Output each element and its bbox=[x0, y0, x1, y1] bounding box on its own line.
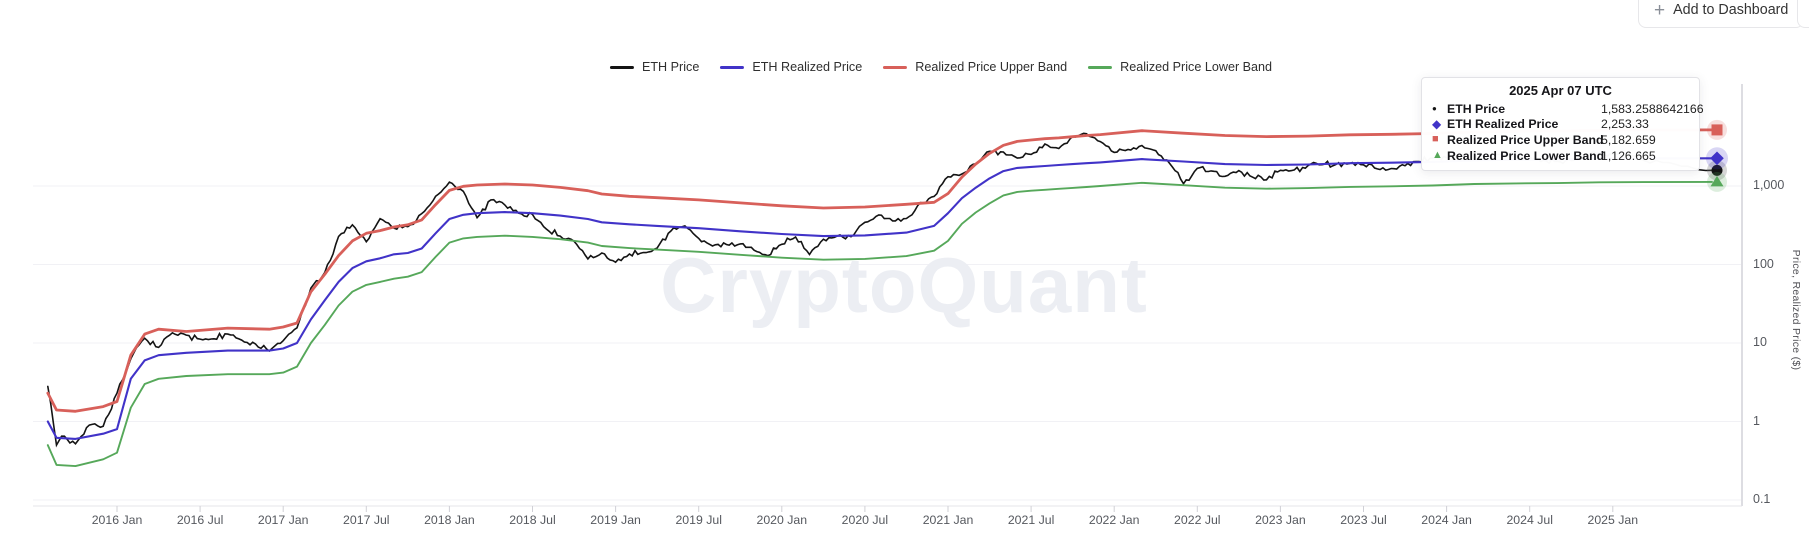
legend-line-swatch bbox=[883, 65, 908, 69]
kebab-menu-icon: ⋮ bbox=[1807, 1, 1809, 19]
tooltip-series-value: 5,182.659 bbox=[1601, 132, 1656, 147]
legend-item-eth-realized-price[interactable]: ETH Realized Price bbox=[720, 60, 862, 74]
tooltip-series-label: ETH Realized Price bbox=[1447, 117, 1559, 132]
x-tick-label: 2016 Jul bbox=[176, 513, 224, 527]
x-tick-label: 2022 Jul bbox=[1174, 513, 1221, 527]
legend-label: ETH Price bbox=[641, 60, 700, 74]
x-tick-label: 2019 Jul bbox=[675, 513, 722, 527]
tooltip-series-value: 1,583.2588642166 bbox=[1601, 101, 1704, 116]
triangle-marker-icon: ▲ bbox=[1432, 149, 1443, 162]
square-marker-icon: ■ bbox=[1432, 133, 1439, 146]
legend-line-swatch bbox=[1088, 65, 1113, 69]
y-tick-label: 1 bbox=[1753, 413, 1760, 428]
legend-item-realized-price-upper-band[interactable]: Realized Price Upper Band bbox=[883, 60, 1067, 74]
legend-item-realized-price-lower-band[interactable]: Realized Price Lower Band bbox=[1088, 60, 1272, 74]
x-tick-label: 2019 Jan bbox=[590, 513, 641, 527]
tooltip-row-realized-price-upper-band: ■ Realized Price Upper Band 5,182.659 bbox=[1432, 132, 1689, 148]
x-tick-label: 2025 Jan bbox=[1587, 513, 1639, 527]
x-tick-label: 2024 Jan bbox=[1421, 513, 1472, 527]
legend-line-swatch bbox=[609, 65, 634, 69]
diamond-marker-icon: ◆ bbox=[1432, 117, 1442, 132]
legend-label: Realized Price Upper Band bbox=[915, 60, 1068, 74]
x-tick-label: 2020 Jul bbox=[841, 513, 889, 527]
plus-icon: + bbox=[1654, 0, 1666, 21]
x-tick-label: 2016 Jan bbox=[91, 513, 143, 527]
y-tick-label: 1,000 bbox=[1753, 178, 1785, 192]
add-to-dashboard-button[interactable]: + Add to Dashboard bbox=[1638, 0, 1805, 28]
y-tick-label: 0.1 bbox=[1753, 492, 1771, 506]
x-tick-label: 2018 Jan bbox=[424, 513, 475, 527]
more-options-button[interactable]: ⋮ bbox=[1797, 0, 1809, 28]
x-tick-label: 2023 Jul bbox=[1340, 513, 1387, 527]
add-to-dashboard-label: Add to Dashboard bbox=[1673, 1, 1789, 18]
tooltip-date: 2025 Apr 07 UTC bbox=[1509, 83, 1612, 98]
circle-marker-icon: ● bbox=[1432, 103, 1437, 113]
tooltip-row-eth-price: ● ETH Price 1,583.2588642166 bbox=[1432, 101, 1704, 117]
chart-legend: ETH Price ETH Realized Price Realized Pric… bbox=[609, 60, 1272, 74]
x-tick-label: 2021 Jan bbox=[922, 513, 974, 527]
x-tick-label: 2024 Jul bbox=[1506, 513, 1553, 527]
x-tick-label: 2018 Jul bbox=[509, 513, 556, 527]
chart-tooltip: 2025 Apr 07 UTC ● ETH Price 1,583.25886421… bbox=[1421, 77, 1704, 172]
legend-line-swatch bbox=[720, 65, 745, 69]
tooltip-series-label: Realized Price Upper Band bbox=[1447, 132, 1604, 147]
tooltip-series-label: ETH Price bbox=[1447, 101, 1506, 116]
tooltip-series-value: 1,126.665 bbox=[1601, 148, 1656, 163]
tooltip-row-realized-price-lower-band: ▲ Realized Price Lower Band 1,126.665 bbox=[1432, 148, 1689, 164]
x-tick-label: 2023 Jan bbox=[1255, 513, 1306, 527]
tooltip-series-value: 2,253.33 bbox=[1601, 117, 1649, 132]
x-tick-label: 2017 Jul bbox=[343, 513, 390, 527]
y-tick-label: 10 bbox=[1753, 335, 1767, 349]
x-tick-label: 2022 Jan bbox=[1088, 513, 1140, 527]
x-tick-label: 2021 Jul bbox=[1007, 513, 1055, 527]
legend-label: ETH Realized Price bbox=[752, 60, 863, 74]
legend-label: Realized Price Lower Band bbox=[1120, 60, 1273, 74]
tooltip-row-eth-realized-price: ◆ ETH Realized Price 2,253.33 bbox=[1432, 117, 1689, 133]
x-tick-label: 2017 Jan bbox=[257, 513, 309, 527]
y-tick-label: 100 bbox=[1753, 256, 1774, 271]
x-tick-label: 2020 Jan bbox=[756, 513, 808, 527]
legend-item-eth-price[interactable]: ETH Price bbox=[609, 60, 700, 74]
y-axis-title: Price, Realized Price ($) bbox=[1790, 249, 1802, 371]
cryptoquant-watermark: CryptoQuant bbox=[660, 241, 1148, 329]
tooltip-series-label: Realized Price Lower Band bbox=[1447, 148, 1605, 163]
